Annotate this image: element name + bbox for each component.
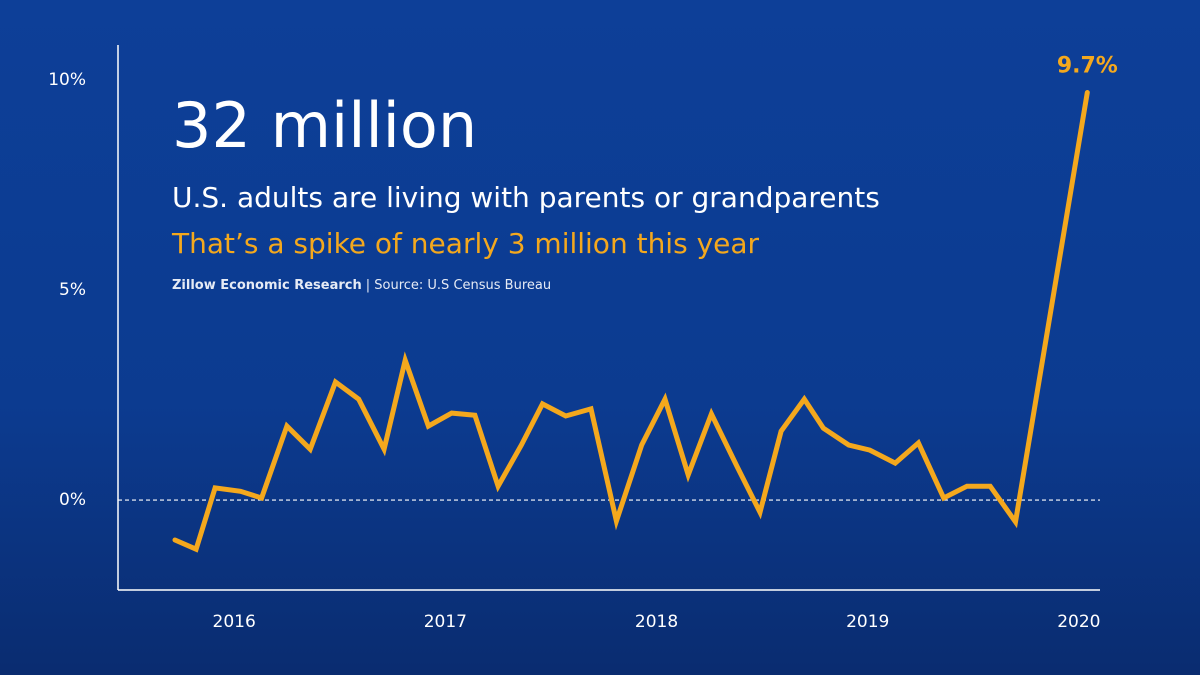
x-tick-label: 2017	[424, 612, 467, 632]
x-tick-label: 2018	[635, 612, 678, 632]
axes	[117, 45, 1100, 591]
y-tick-label: 0%	[59, 490, 86, 510]
data-label: 9.7%	[1057, 53, 1118, 78]
y-tick-label: 10%	[48, 70, 86, 90]
annotation: That’s a spike of nearly 3 million this …	[171, 227, 760, 260]
source-line: Zillow Economic Research | Source: U.S Ce…	[172, 278, 551, 293]
chart-subtitle: U.S. adults are living with parents or g…	[172, 181, 880, 214]
credit: Zillow Economic Research	[172, 278, 362, 293]
x-tick-label: 2020	[1057, 612, 1100, 632]
chart-title: 32 million	[172, 89, 477, 162]
x-tick-label: 2016	[213, 612, 256, 632]
x-tick-label: 2019	[846, 612, 889, 632]
y-tick-label: 5%	[59, 280, 86, 300]
source: | Source: U.S Census Bureau	[366, 278, 551, 293]
line	[172, 90, 1090, 553]
